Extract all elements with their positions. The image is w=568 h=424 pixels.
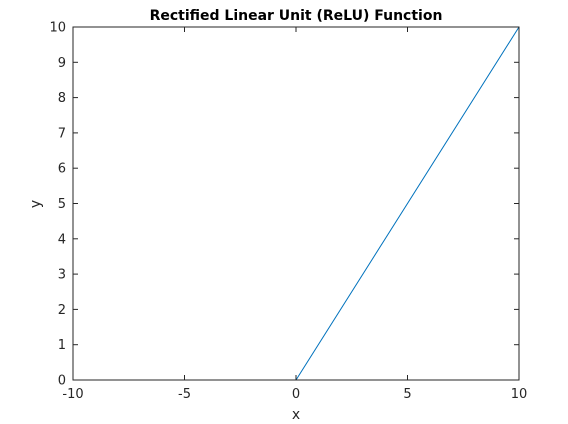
- x-tick-label: 10: [511, 387, 528, 402]
- y-tick-label: 3: [58, 268, 66, 283]
- y-tick-label: 10: [49, 21, 66, 36]
- y-axis-label: y: [28, 200, 44, 208]
- y-tick-label: 6: [58, 162, 66, 177]
- series-line-relu: [73, 26, 520, 381]
- y-tick-label: 5: [58, 197, 66, 212]
- x-tick-label: -10: [62, 387, 83, 402]
- y-tick-label: 0: [58, 374, 66, 389]
- y-tick-label: 7: [58, 126, 66, 141]
- x-tick-label: 0: [292, 387, 300, 402]
- y-tick-label: 4: [58, 232, 66, 247]
- x-tick-label: 5: [403, 387, 411, 402]
- x-axis-label: x: [292, 407, 300, 423]
- y-tick-label: 2: [58, 303, 66, 318]
- chart-title: Rectified Linear Unit (ReLU) Function: [150, 8, 443, 24]
- axes-frame: [72, 26, 520, 381]
- x-tick-label: -5: [178, 387, 191, 402]
- y-tick-label: 8: [58, 91, 66, 106]
- x-axis: -10 -5 0 5 10: [62, 27, 527, 402]
- y-tick-label: 1: [58, 338, 66, 353]
- plot-area: [73, 26, 520, 381]
- y-tick-label: 9: [58, 56, 66, 71]
- y-axis: 0 1 2 3 4 5 6 7 8 9 10: [49, 21, 519, 389]
